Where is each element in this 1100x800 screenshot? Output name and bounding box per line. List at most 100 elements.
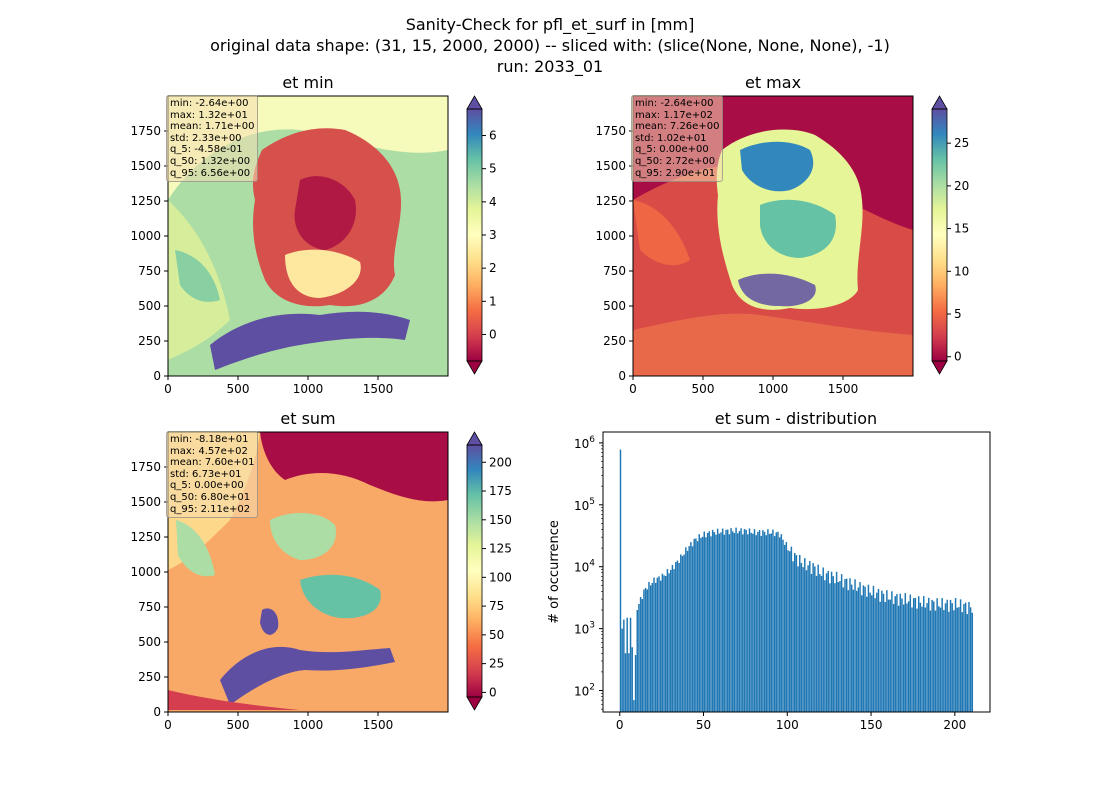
y-tick-label: 1000 bbox=[130, 229, 161, 243]
histogram-bar bbox=[899, 593, 902, 712]
histogram-bar bbox=[788, 551, 791, 712]
panel-title-et-min: et min bbox=[282, 73, 333, 92]
histogram-bar bbox=[790, 546, 793, 712]
stats-line-q50: q_50: 1.32e+00 bbox=[170, 155, 251, 167]
histogram-bar bbox=[958, 607, 960, 712]
histogram-bar bbox=[936, 598, 938, 712]
histogram-bar bbox=[859, 582, 861, 712]
histogram-bar bbox=[948, 611, 950, 712]
histogram-bar bbox=[745, 529, 747, 712]
histogram-bar bbox=[941, 598, 943, 712]
x-ticks: 0 500 1000 1500 bbox=[164, 712, 393, 732]
histogram-bar bbox=[872, 585, 875, 712]
histogram-bar bbox=[748, 528, 751, 712]
stats-line-q50: q_50: 6.80e+01 bbox=[170, 491, 251, 503]
heatmap-region-country-core bbox=[294, 176, 356, 250]
colorbar-tick-label: 50 bbox=[489, 628, 504, 642]
histogram-bar bbox=[726, 529, 729, 712]
x-tick-label: 0 bbox=[164, 382, 172, 396]
colorbar-tick-label: 25 bbox=[954, 136, 969, 150]
histogram-bar bbox=[735, 527, 737, 712]
x-tick-label: 1500 bbox=[828, 382, 859, 396]
histogram-bar bbox=[644, 587, 647, 712]
stats-line-q5: q_5: 0.00e+00 bbox=[635, 144, 709, 156]
colorbar-et-min: 0 1 2 3 4 5 6 bbox=[466, 95, 497, 375]
histogram-bar bbox=[720, 532, 722, 712]
stats-line-mean: mean: 7.26e+00 bbox=[635, 121, 720, 133]
y-tick-label: 0 bbox=[153, 369, 161, 383]
heatmap-region-green-b bbox=[300, 574, 381, 619]
y-tick-label: 500 bbox=[138, 635, 161, 649]
figure-title-line-3: run: 2033_01 bbox=[497, 57, 603, 77]
stats-line-std: std: 1.02e+01 bbox=[635, 132, 707, 144]
histogram-bar bbox=[825, 573, 828, 712]
heatmap-region-lake bbox=[175, 250, 220, 302]
x-tick-label: 0 bbox=[616, 718, 624, 732]
histogram-bar bbox=[795, 555, 798, 712]
colorbar-tick-label: 175 bbox=[489, 484, 512, 498]
colorbar-tick-label: 0 bbox=[489, 685, 497, 699]
histogram-bar bbox=[815, 575, 818, 712]
y-tick-label: 1250 bbox=[130, 530, 161, 544]
y-tick-label: 1250 bbox=[595, 194, 626, 208]
stats-line-q95: q_95: 6.56e+00 bbox=[170, 167, 251, 179]
histogram-bar bbox=[800, 563, 803, 712]
histogram-bar bbox=[871, 595, 873, 712]
histogram-bar bbox=[631, 647, 633, 712]
x-ticks: 0 500 1000 1500 bbox=[629, 376, 858, 396]
histogram-bar bbox=[876, 592, 878, 712]
histogram-bar bbox=[661, 573, 664, 712]
colorbar-extend-max bbox=[931, 95, 948, 110]
histogram-bar bbox=[641, 599, 644, 712]
histogram-bar bbox=[889, 599, 891, 712]
y-tick-label: 1500 bbox=[130, 159, 161, 173]
histogram-bar bbox=[626, 617, 628, 712]
heatmap-et-min bbox=[168, 96, 448, 376]
histogram-bar bbox=[949, 599, 952, 712]
stats-line-min: min: -2.64e+00 bbox=[635, 98, 714, 109]
histogram-bar bbox=[810, 573, 813, 712]
colorbar-tick-label: 4 bbox=[489, 195, 497, 209]
y-tick-label: 500 bbox=[603, 299, 626, 313]
histogram-bar bbox=[711, 529, 714, 712]
histogram-bar bbox=[904, 593, 907, 712]
y-tick-label: 1500 bbox=[130, 495, 161, 509]
x-tick-label: 500 bbox=[692, 382, 715, 396]
histogram-bar bbox=[837, 582, 840, 712]
histogram-bar bbox=[892, 603, 895, 712]
colorbar-extend-min bbox=[466, 696, 483, 711]
histogram-bar bbox=[914, 597, 917, 712]
histogram-bar bbox=[877, 588, 880, 712]
histogram-bar bbox=[944, 603, 947, 712]
y-tick-label: 250 bbox=[138, 334, 161, 348]
histogram-bar bbox=[792, 561, 794, 712]
histogram-bar bbox=[929, 610, 932, 712]
heatmap-region-green-a bbox=[270, 513, 336, 560]
histogram-bar bbox=[633, 700, 635, 712]
colorbar-tick-label: 0 bbox=[954, 350, 962, 364]
heatmap-region-country-green bbox=[760, 199, 836, 258]
y-tick-label: 105 bbox=[574, 497, 595, 513]
histogram-bar bbox=[916, 608, 918, 712]
histogram-bar bbox=[882, 593, 885, 712]
y-tick-label: 106 bbox=[574, 435, 595, 451]
histogram-bar bbox=[673, 569, 675, 712]
histogram-bars bbox=[619, 449, 974, 712]
heatmap-region-green-c bbox=[176, 520, 215, 577]
histogram-bar bbox=[708, 531, 711, 712]
panel-et-sum-distribution: et sum - distribution 0 50 100 150 200 10210… bbox=[547, 409, 991, 732]
histogram-bar bbox=[700, 537, 702, 712]
colorbar-extend-min bbox=[466, 360, 483, 375]
stats-line-q5: q_5: -4.58e-01 bbox=[170, 144, 243, 156]
heatmap-region-south-band bbox=[210, 311, 410, 370]
histogram-bar bbox=[728, 534, 731, 712]
histogram-bar bbox=[906, 603, 908, 712]
histogram-bar bbox=[688, 546, 690, 712]
histogram-bar bbox=[911, 607, 913, 712]
histogram-bar bbox=[844, 579, 846, 712]
histogram-bar bbox=[723, 534, 726, 712]
x-tick-label: 0 bbox=[164, 718, 172, 732]
histogram-bar bbox=[664, 575, 667, 712]
heatmap-region-lake bbox=[633, 200, 690, 266]
histogram-bar bbox=[721, 528, 724, 712]
